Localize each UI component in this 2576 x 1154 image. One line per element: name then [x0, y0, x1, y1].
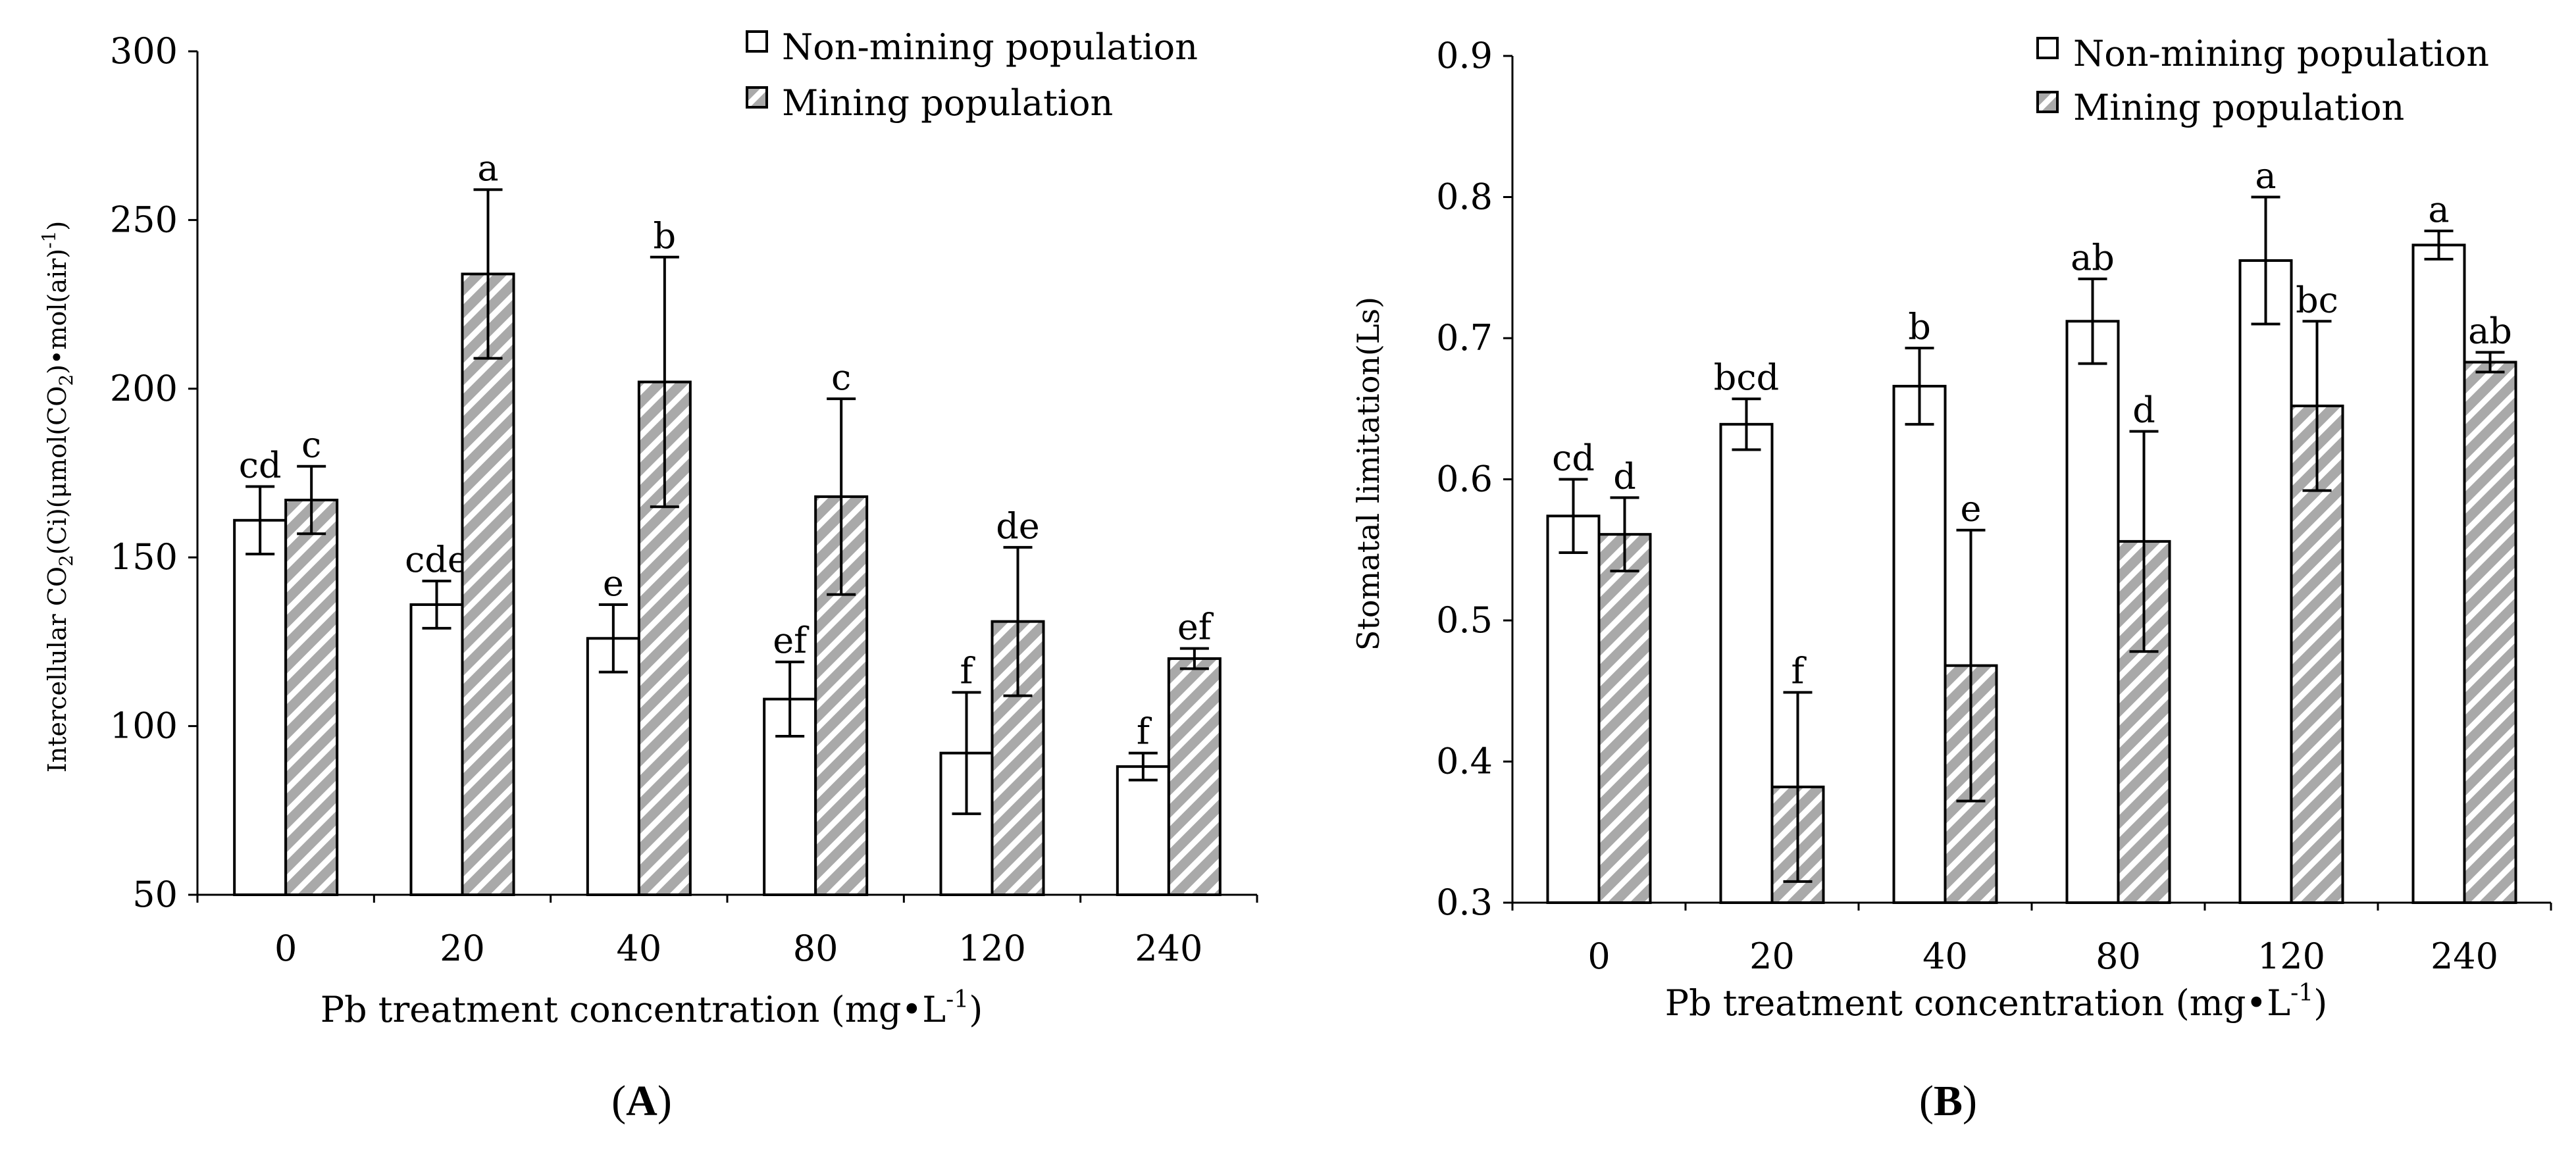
- significance-letter: a: [2428, 189, 2449, 230]
- bar-mining-0: [284, 499, 339, 896]
- y-tick-label: 0.8: [1436, 176, 1493, 218]
- panel-label-b: (B): [1919, 1077, 1977, 1125]
- legend-b-label-non-mining: Non-mining population: [2073, 33, 2489, 74]
- chart-a-x-axis-label: Pb treatment concentration (mg•L-1): [321, 986, 983, 1030]
- x-tick-label: 0: [274, 928, 297, 969]
- x-tick-label: 120: [2257, 936, 2325, 977]
- significance-letter: cde: [405, 539, 469, 580]
- legend-a-swatch-mining: [746, 86, 768, 109]
- significance-letter: bcd: [1714, 357, 1779, 398]
- significance-letter: cd: [1552, 438, 1595, 479]
- significance-letter: e: [603, 563, 624, 604]
- chart-b-legend: Non-mining population Mining population: [2036, 33, 2489, 128]
- bar-mining-240: [1167, 657, 1222, 896]
- y-tick-label: 0.9: [1436, 35, 1493, 76]
- bar-non-mining-0: [233, 518, 288, 896]
- x-tick-label: 80: [793, 928, 838, 969]
- x-tick-label: 40: [1922, 936, 1968, 977]
- significance-letter: ab: [2071, 237, 2115, 278]
- significance-letter: ef: [1177, 607, 1214, 648]
- y-tick-label: 200: [110, 368, 178, 409]
- x-tick-label: 20: [440, 928, 485, 969]
- legend-a-label-non-mining: Non-mining population: [782, 26, 1198, 68]
- significance-letter: ab: [2468, 310, 2512, 351]
- significance-letter: f: [1791, 650, 1807, 691]
- bar-non-mining-20: [1719, 422, 1774, 904]
- x-tick-label: 0: [1587, 936, 1610, 977]
- bar-non-mining-240: [2411, 243, 2466, 904]
- bar-mining-240: [2463, 361, 2517, 904]
- y-tick-label: 300: [110, 30, 178, 72]
- chart-a-y-axis-label: Intercellular CO2(Ci)(μmol(CO2)•mol(air)…: [38, 221, 77, 773]
- x-tick-label: 240: [1135, 928, 1202, 969]
- significance-letter: a: [477, 147, 498, 189]
- bar-non-mining-40: [1892, 384, 1947, 904]
- chart-b-tick-labels: 0.3 0.4 0.5 0.6 0.7 0.8 0.9 0 20 40 80 120 240: [1436, 35, 2498, 977]
- y-tick-label: 0.7: [1436, 317, 1493, 359]
- bar-non-mining-120: [939, 751, 994, 897]
- significance-letter: de: [996, 505, 1040, 547]
- y-tick-label: 0.6: [1436, 459, 1493, 500]
- x-tick-label: 120: [958, 928, 1026, 969]
- y-tick-label: 50: [132, 874, 178, 915]
- significance-letter: b: [654, 215, 677, 257]
- y-tick-label: 150: [110, 536, 178, 578]
- legend-a-swatch-non-mining: [746, 30, 768, 53]
- x-tick-label: 40: [616, 928, 661, 969]
- chart-a-legend: Non-mining population Mining population: [746, 26, 1198, 124]
- x-tick-label: 80: [2096, 936, 2141, 977]
- significance-letter: cd: [239, 445, 282, 486]
- legend-b-swatch-non-mining: [2036, 37, 2059, 59]
- bar-non-mining-40: [586, 637, 640, 896]
- significance-letter: f: [960, 650, 976, 691]
- y-tick-label: 0.4: [1436, 741, 1493, 782]
- chart-b-x-axis-label: Pb treatment concentration (mg•L-1): [1665, 980, 2328, 1024]
- significance-letter: bc: [2296, 279, 2338, 320]
- bar-non-mining-20: [409, 603, 464, 896]
- bar-non-mining-120: [2238, 259, 2293, 904]
- panel-label-a: (A): [611, 1077, 672, 1125]
- y-tick-label: 0.3: [1436, 882, 1493, 923]
- bar-non-mining-0: [1546, 514, 1601, 904]
- significance-letter: c: [301, 424, 321, 466]
- x-tick-label: 20: [1749, 936, 1795, 977]
- y-tick-label: 250: [110, 199, 178, 240]
- significance-letter: b: [1908, 306, 1931, 347]
- significance-letter: e: [1961, 488, 1982, 530]
- significance-letter: f: [1137, 711, 1152, 753]
- significance-letter: d: [2132, 389, 2155, 431]
- bar-non-mining-80: [2065, 320, 2120, 904]
- significance-letter: ef: [773, 620, 810, 661]
- y-tick-label: 0.5: [1436, 599, 1493, 641]
- legend-b-swatch-mining: [2036, 91, 2059, 113]
- chart-b-y-axis-label: Stomatal limitation(Ls): [1351, 297, 1386, 651]
- chart-a-axes: [188, 50, 1258, 903]
- chart-a-tick-labels: 50 100 150 200 250 300 0 20 40 80 120 240: [110, 30, 1202, 969]
- significance-letter: d: [1613, 455, 1636, 497]
- y-tick-label: 100: [110, 705, 178, 747]
- x-tick-label: 240: [2431, 936, 2498, 977]
- bar-mining-0: [1597, 533, 1652, 904]
- bar-non-mining-240: [1116, 765, 1170, 896]
- significance-letter: c: [831, 357, 851, 398]
- bar-mining-20: [461, 272, 515, 896]
- legend-a-label-mining: Mining population: [782, 82, 1113, 124]
- legend-b-label-mining: Mining population: [2073, 87, 2404, 128]
- significance-letter: a: [2255, 155, 2276, 197]
- chart-b-axes: [1503, 55, 2552, 911]
